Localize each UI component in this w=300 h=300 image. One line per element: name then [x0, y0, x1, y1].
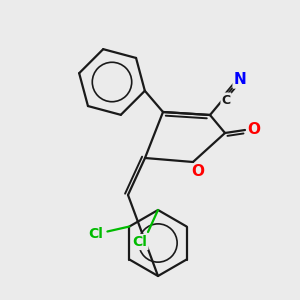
Text: Cl: Cl [88, 226, 103, 241]
Text: Cl: Cl [133, 235, 147, 249]
Text: N: N [234, 73, 246, 88]
Text: C: C [221, 94, 231, 106]
Text: O: O [191, 164, 205, 179]
Text: O: O [248, 122, 260, 136]
